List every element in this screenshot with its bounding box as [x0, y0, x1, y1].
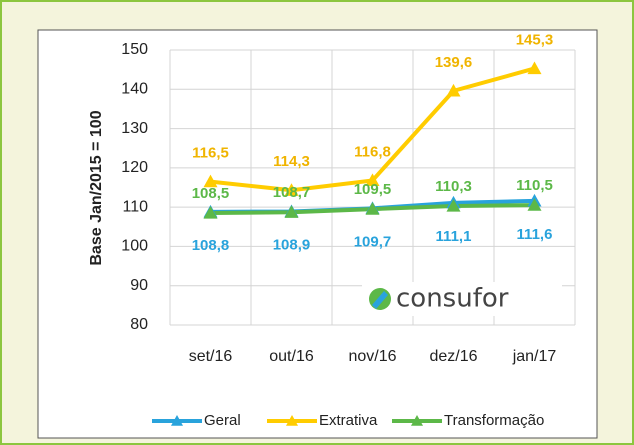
x-tick-label: out/16 — [269, 348, 314, 365]
data-label: 110,5 — [516, 177, 553, 194]
marker — [284, 183, 299, 196]
marker — [527, 198, 542, 211]
legend-item: Transformação — [392, 412, 544, 429]
y-tick-label: 120 — [121, 159, 148, 176]
y-tick-label: 90 — [130, 277, 148, 294]
legend-marker — [171, 415, 183, 426]
y-tick-label: 110 — [122, 198, 148, 215]
y-tick-label: 100 — [121, 238, 148, 255]
y-tick-label: 80 — [130, 316, 148, 333]
data-label: 109,5 — [354, 181, 392, 198]
data-label: 108,8 — [192, 237, 230, 254]
logo-bg — [362, 282, 562, 316]
legend-marker — [411, 415, 423, 426]
data-label: 114,3 — [273, 153, 310, 170]
data-label: 111,1 — [436, 228, 472, 245]
logo: consufor — [362, 282, 562, 316]
x-tick-label: set/16 — [189, 348, 233, 365]
data-label: 108,9 — [273, 236, 311, 253]
panel — [37, 29, 598, 439]
x-tick-label: nov/16 — [348, 348, 396, 365]
data-label: 111,6 — [517, 226, 553, 243]
legend-label: Geral — [204, 412, 241, 429]
marker — [203, 206, 218, 219]
data-label: 116,5 — [192, 145, 229, 162]
data-label: 145,3 — [516, 31, 554, 48]
marker — [203, 174, 218, 188]
data-label: 139,6 — [435, 54, 473, 71]
y-axis-label: Base Jan/2015 = 100 — [88, 110, 105, 265]
x-tick-label: dez/16 — [429, 348, 477, 365]
y-tick-label: 130 — [121, 120, 148, 137]
marker — [365, 173, 380, 187]
marker — [284, 205, 299, 218]
marker — [446, 83, 461, 97]
marker — [527, 61, 542, 75]
legend-label: Transformação — [444, 412, 544, 429]
marker — [446, 198, 461, 212]
legend-label: Extrativa — [319, 412, 378, 429]
y-tick-label: 140 — [121, 81, 148, 98]
logo-text: consufor — [396, 284, 509, 314]
data-label: 110,3 — [435, 178, 472, 195]
legend-item: Geral — [152, 412, 241, 429]
y-tick-label: 150 — [121, 41, 148, 58]
x-tick-label: jan/17 — [512, 348, 557, 365]
data-label: 108,7 — [273, 184, 311, 201]
data-label: 108,5 — [192, 185, 230, 202]
data-label: 116,8 — [354, 143, 391, 160]
marker — [365, 202, 380, 215]
legend-item: Extrativa — [267, 412, 378, 429]
logo-icon — [372, 291, 388, 309]
legend-marker — [286, 415, 298, 426]
data-label: 109,7 — [354, 233, 392, 250]
